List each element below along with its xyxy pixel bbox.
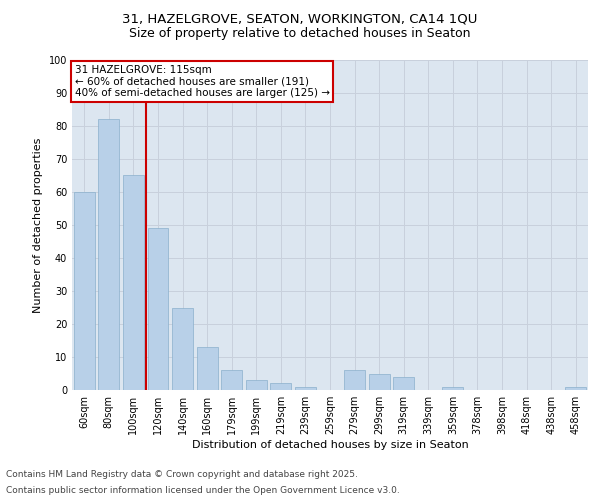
Text: 31 HAZELGROVE: 115sqm
← 60% of detached houses are smaller (191)
40% of semi-det: 31 HAZELGROVE: 115sqm ← 60% of detached … xyxy=(74,65,329,98)
Bar xyxy=(393,377,414,390)
Bar xyxy=(172,308,193,390)
X-axis label: Distribution of detached houses by size in Seaton: Distribution of detached houses by size … xyxy=(191,440,469,450)
Bar xyxy=(565,386,586,390)
Y-axis label: Number of detached properties: Number of detached properties xyxy=(33,138,43,312)
Bar xyxy=(368,374,389,390)
Bar xyxy=(271,384,292,390)
Text: Contains public sector information licensed under the Open Government Licence v3: Contains public sector information licen… xyxy=(6,486,400,495)
Text: 31, HAZELGROVE, SEATON, WORKINGTON, CA14 1QU: 31, HAZELGROVE, SEATON, WORKINGTON, CA14… xyxy=(122,12,478,26)
Bar xyxy=(246,380,267,390)
Bar xyxy=(98,120,119,390)
Bar xyxy=(123,176,144,390)
Bar xyxy=(74,192,95,390)
Bar xyxy=(221,370,242,390)
Bar xyxy=(344,370,365,390)
Text: Size of property relative to detached houses in Seaton: Size of property relative to detached ho… xyxy=(129,28,471,40)
Bar xyxy=(295,386,316,390)
Bar xyxy=(197,347,218,390)
Bar xyxy=(148,228,169,390)
Text: Contains HM Land Registry data © Crown copyright and database right 2025.: Contains HM Land Registry data © Crown c… xyxy=(6,470,358,479)
Bar xyxy=(442,386,463,390)
